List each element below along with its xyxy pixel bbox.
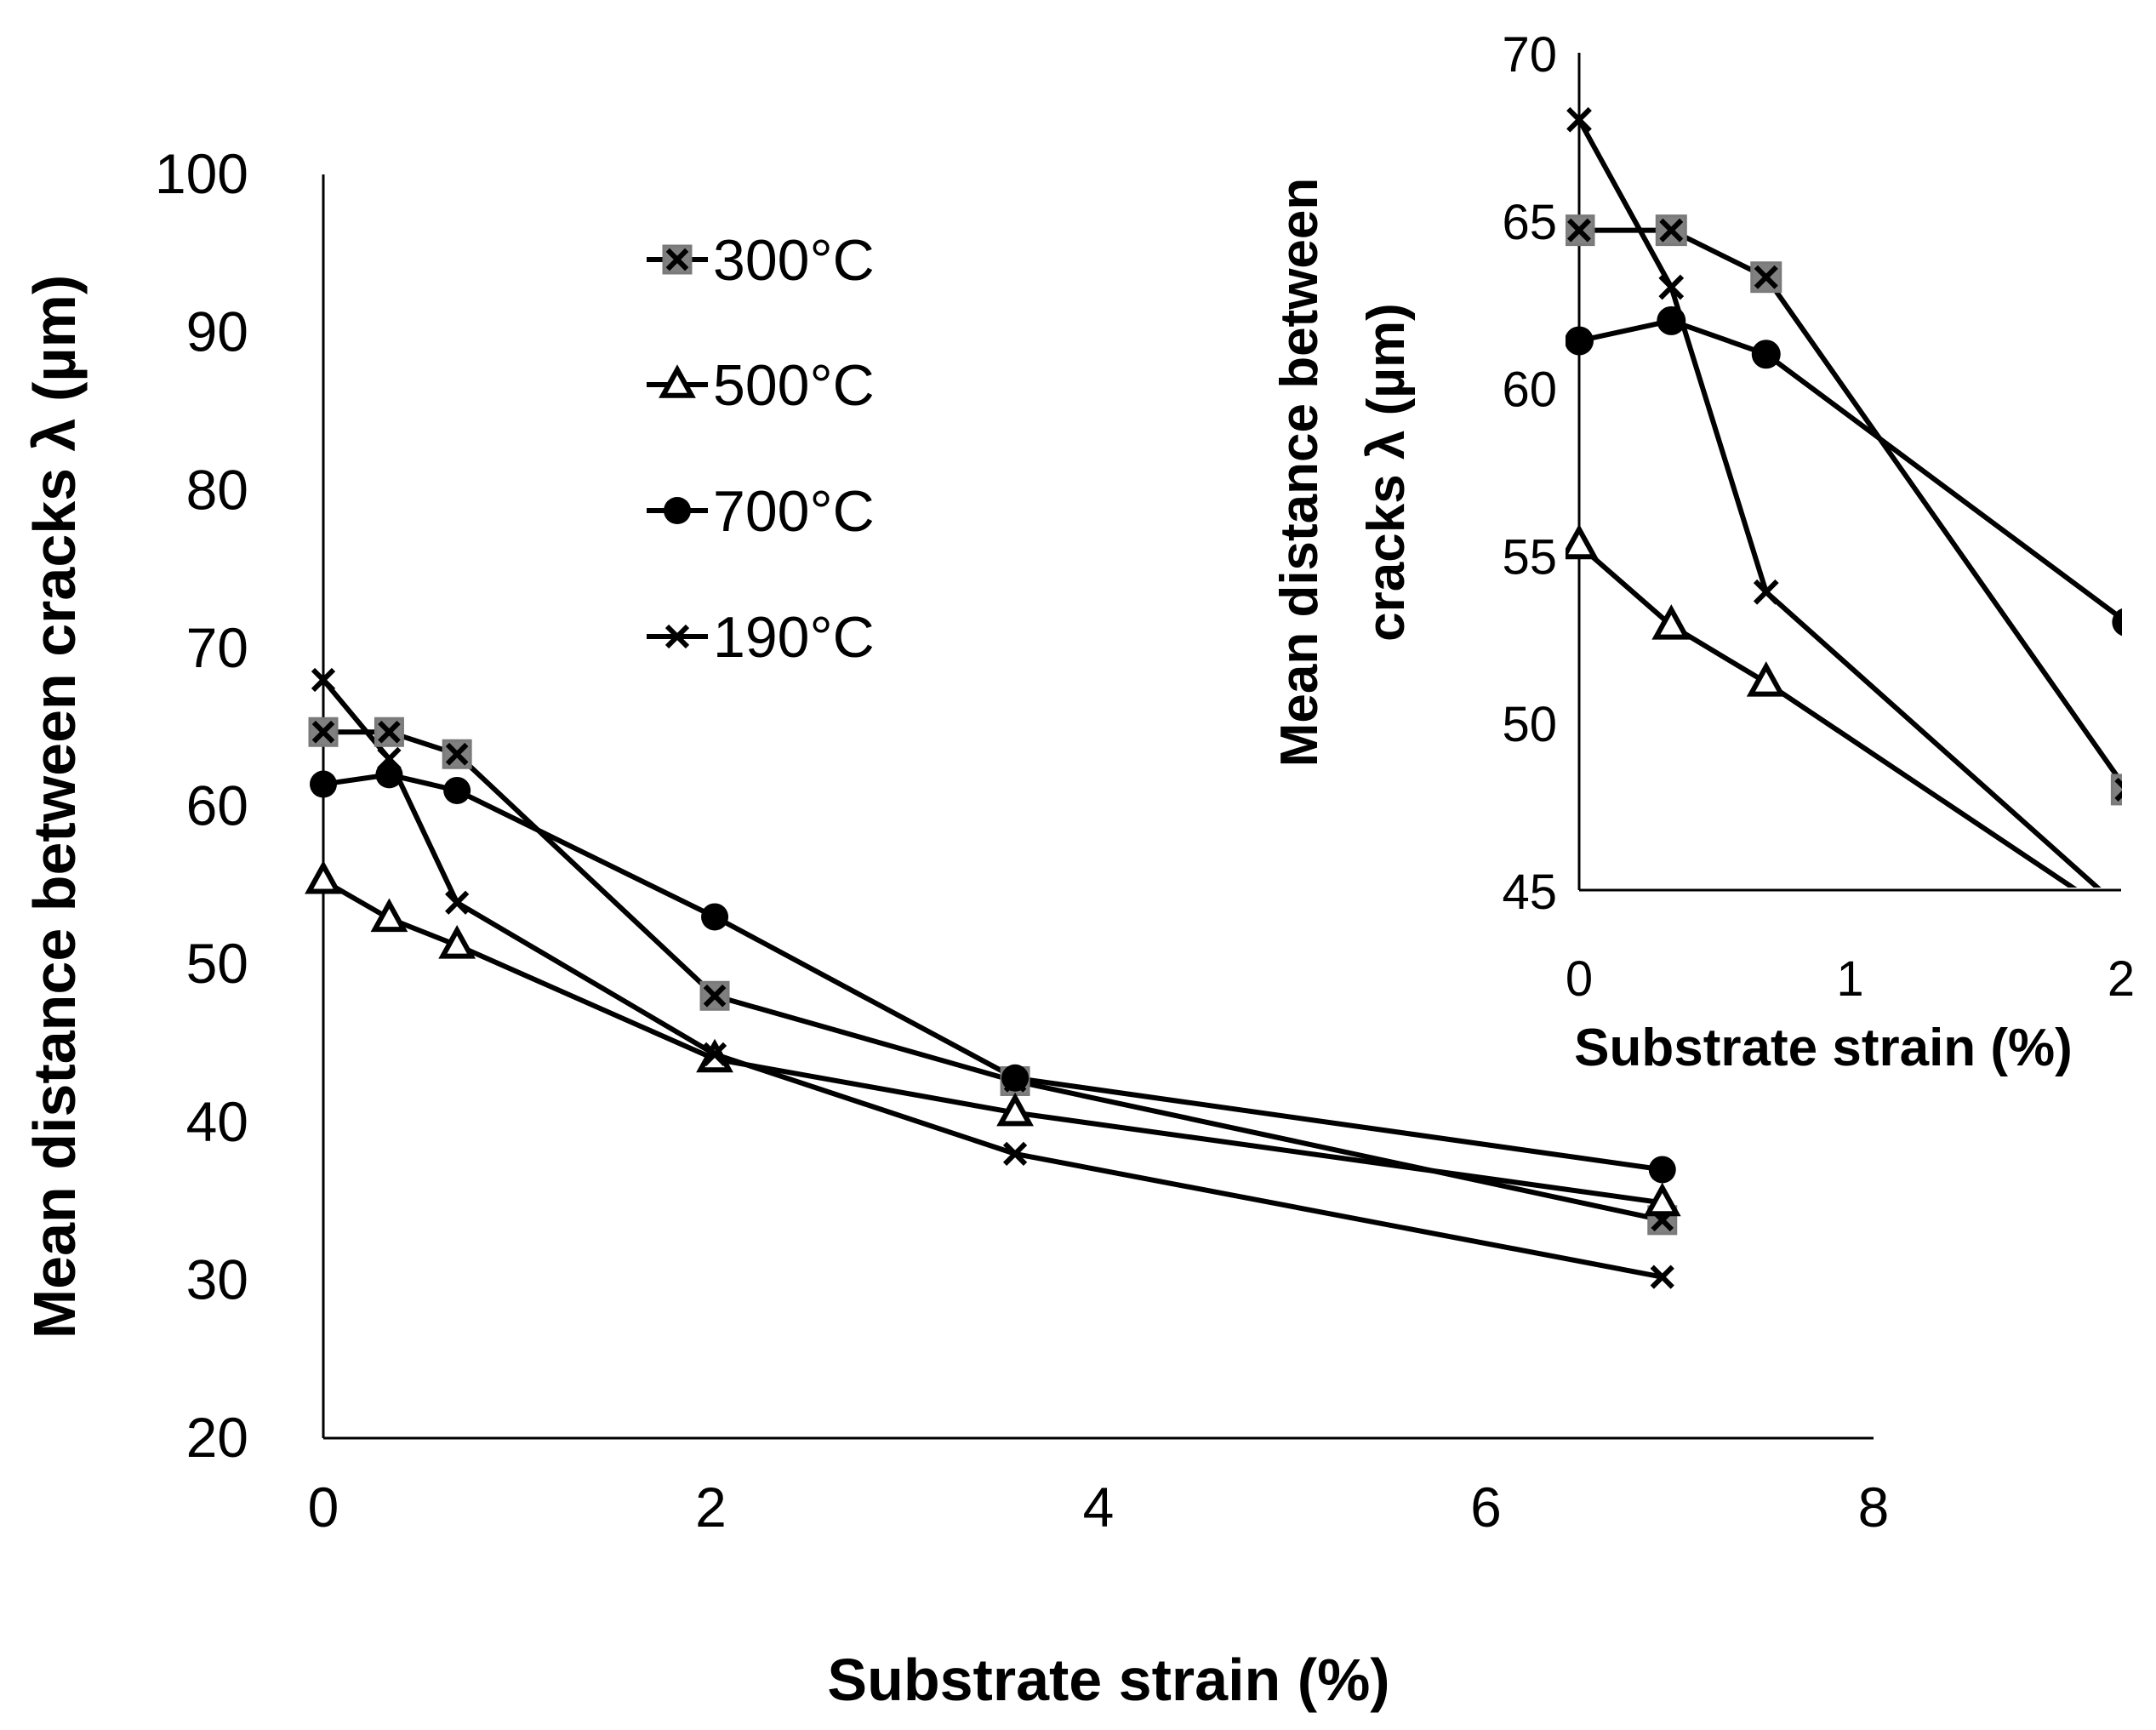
- inset-data-point-500c: [2112, 908, 2142, 935]
- y-tick-label: 55: [1502, 529, 1557, 585]
- main-data-point-190c: [377, 746, 402, 771]
- main-data-point-190c: [311, 667, 336, 693]
- y-tick-label: 60: [1502, 363, 1557, 418]
- inset-data-point-700c: [1657, 305, 1686, 335]
- inset-data-point-190c: [1658, 274, 1685, 300]
- legend-entry-300c: 300°C: [647, 228, 875, 293]
- inset-series-line-700c: [1578, 317, 2122, 622]
- x-tick-label: 0: [308, 1476, 339, 1539]
- x-tick-label: 2: [2108, 951, 2135, 1007]
- main-x-tick-labels: 0 2 4 6 8: [308, 1476, 1890, 1539]
- main-y-tick-labels: 20 30 40 50 60 70 80 90 100: [155, 142, 248, 1469]
- y-tick-label: 100: [155, 142, 248, 205]
- inset-y-axis-title-line1: Mean distance between: [1270, 178, 1329, 768]
- main-data-point-700c: [443, 776, 471, 804]
- y-tick-label: 80: [186, 458, 248, 521]
- y-tick-label: 50: [186, 932, 248, 995]
- main-series-line-190c: [321, 678, 1663, 1280]
- main-series-group: [305, 667, 1681, 1289]
- inset-data-point-500c: [1566, 523, 1599, 560]
- main-data-point-500c: [438, 925, 476, 959]
- legend-label: 300°C: [713, 228, 875, 293]
- y-tick-label: 65: [1502, 195, 1557, 250]
- main-data-point-700c: [1648, 1156, 1676, 1184]
- inset-data-point-300c: [1566, 214, 1595, 247]
- legend-marker: [664, 497, 691, 524]
- inset-series-line-500c: [1577, 543, 2078, 888]
- legend-entry-500c: 500°C: [647, 353, 875, 418]
- inset-data-point-300c: [1655, 214, 1687, 247]
- inset-plot-area: 45 50 55 60 65 70 0 1 2: [1502, 27, 2142, 1007]
- main-data-point-500c: [305, 859, 342, 894]
- main-data-point-190c: [1650, 1265, 1674, 1289]
- main-data-point-700c: [1001, 1064, 1030, 1092]
- main-data-point-190c: [702, 1042, 727, 1067]
- y-tick-label: 45: [1502, 865, 1557, 920]
- legend: 300°C 500°C 700°C 190°C: [647, 228, 875, 670]
- inset-data-point-700c: [1566, 326, 1594, 356]
- y-tick-label: 20: [186, 1406, 248, 1469]
- inset-x-tick-labels: 0 1 2: [1566, 951, 2135, 1007]
- x-tick-label: 0: [1566, 951, 1593, 1007]
- inset-data-point-500c: [1651, 604, 1691, 640]
- legend-label: 700°C: [713, 479, 875, 544]
- main-data-point-500c: [370, 898, 408, 933]
- x-tick-label: 4: [1083, 1476, 1115, 1539]
- legend-entry-700c: 700°C: [647, 479, 875, 544]
- legend-marker: [664, 624, 690, 649]
- y-tick-label: 30: [186, 1248, 248, 1310]
- main-data-point-500c: [996, 1092, 1034, 1127]
- main-series-line-500c: [322, 878, 1663, 1206]
- x-tick-label: 2: [695, 1476, 727, 1539]
- y-tick-label: 40: [186, 1090, 248, 1153]
- inset-y-tick-labels: 45 50 55 60 65 70: [1502, 27, 1557, 920]
- inset-data-point-190c: [1753, 579, 1779, 605]
- inset-x-axis-title: Substrate strain (%): [1574, 1019, 2073, 1077]
- y-tick-label: 90: [186, 300, 248, 363]
- inset-data-point-300c: [1750, 261, 1782, 294]
- main-data-point-500c: [1643, 1182, 1681, 1217]
- legend-marker: [659, 364, 696, 398]
- inset-data-point-190c: [2116, 903, 2138, 925]
- y-tick-label: 70: [186, 616, 248, 679]
- main-data-point-190c: [445, 890, 470, 915]
- inset-data-point-700c: [1751, 340, 1781, 369]
- legend-entry-190c: 190°C: [647, 605, 875, 670]
- y-tick-label: 70: [1502, 27, 1557, 83]
- y-tick-label: 50: [1502, 697, 1557, 752]
- inset-series-line-190c: [1577, 118, 2102, 888]
- x-tick-label: 1: [1836, 951, 1863, 1007]
- legend-marker: [662, 244, 693, 275]
- main-data-point-700c: [310, 770, 337, 798]
- inset-data-point-700c: [2112, 608, 2122, 637]
- inset-data-point-190c: [1566, 106, 1592, 133]
- x-tick-label: 6: [1470, 1476, 1502, 1539]
- main-data-point-300c: [308, 717, 339, 747]
- main-data-point-700c: [701, 903, 729, 931]
- y-tick-label: 60: [186, 774, 248, 837]
- legend-label: 190°C: [713, 605, 875, 670]
- inset-data-point-500c: [1746, 661, 1786, 697]
- main-data-point-300c: [699, 980, 730, 1011]
- x-tick-label: 8: [1858, 1476, 1890, 1539]
- main-data-point-300c: [374, 717, 404, 747]
- legend-label: 500°C: [713, 353, 875, 418]
- main-data-point-300c: [442, 739, 472, 769]
- inset-y-axis-title-line2: cracks λ (µm): [1357, 303, 1416, 642]
- inset-series-group: [1566, 106, 2142, 935]
- main-y-axis-title: Mean distance between cracks λ (µm): [21, 275, 88, 1339]
- main-data-point-190c: [1002, 1141, 1028, 1167]
- main-plot-area: 20 30 40 50 60 70 80 90 100 0 2 4 6 8: [155, 142, 1889, 1539]
- main-x-axis-title: Substrate strain (%): [827, 1647, 1389, 1713]
- inset-data-point-300c: [2110, 774, 2122, 806]
